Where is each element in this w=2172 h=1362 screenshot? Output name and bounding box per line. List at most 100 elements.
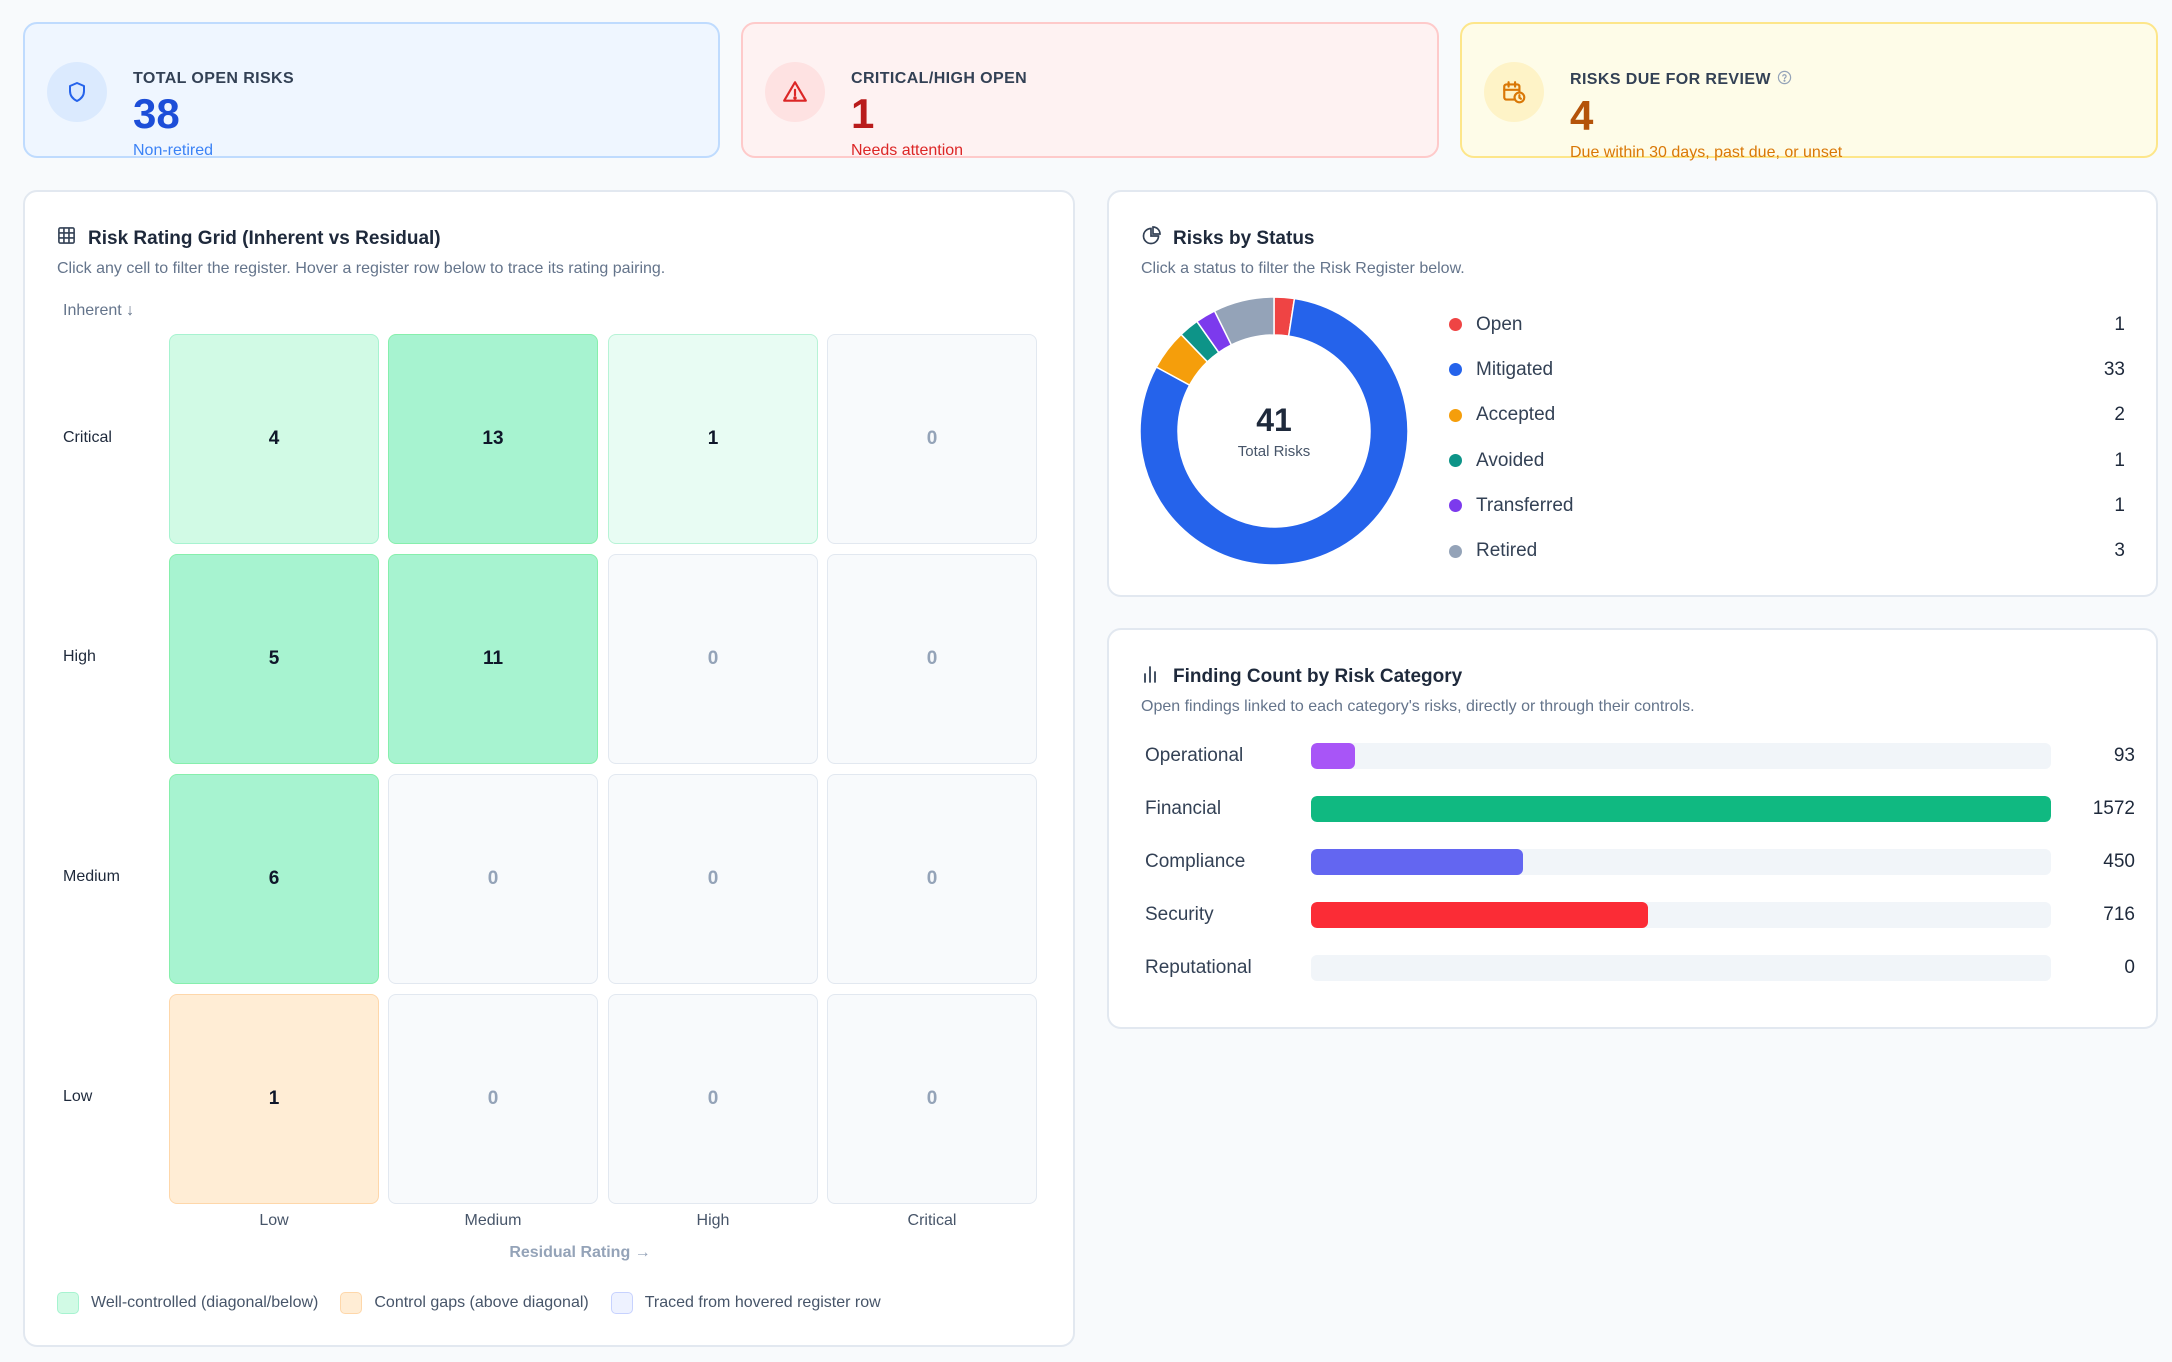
- grid-cell[interactable]: 0: [827, 334, 1037, 544]
- donut-center: 41 Total Risks: [1139, 296, 1409, 566]
- donut-slice-retired[interactable]: [1213, 296, 1275, 346]
- bar-track: [1311, 849, 2051, 875]
- bar-track: [1311, 955, 2051, 981]
- risks-by-status-panel: Risks by Status Click a status to filter…: [1107, 190, 2158, 597]
- status-count: 2: [2114, 404, 2125, 426]
- category-count: 0: [2124, 957, 2135, 978]
- category-count: 450: [2103, 851, 2135, 872]
- grid-cell[interactable]: 4: [169, 334, 379, 544]
- status-description: Click a status to filter the Risk Regist…: [1141, 260, 1465, 277]
- kpi-subtext: Needs attention: [851, 142, 964, 159]
- bar-fill: [1311, 849, 1523, 875]
- donut-slice-mitigated[interactable]: [1139, 297, 1409, 566]
- category-count: 716: [2103, 904, 2135, 925]
- col-label-high: High: [696, 1212, 730, 1229]
- kpi-risks-due-for-review[interactable]: RISKS DUE FOR REVIEW 4 Due within 30 day…: [1460, 22, 2158, 161]
- donut-svg: [1139, 296, 1409, 566]
- status-row-transferred[interactable]: Transferred 1: [1449, 483, 2125, 528]
- finding-count-panel: Finding Count by Risk Category Open find…: [1107, 628, 2158, 1029]
- bar-chart-icon: [1141, 664, 1161, 690]
- status-count: 3: [2114, 540, 2125, 562]
- col-label-low: Low: [259, 1212, 289, 1229]
- category-label: Security: [1145, 904, 1214, 925]
- row-label-high: High: [63, 648, 96, 665]
- grid-cell[interactable]: 0: [388, 774, 598, 984]
- bar-fill: [1311, 743, 1355, 769]
- grid-cell[interactable]: 6: [169, 774, 379, 984]
- kpi-critical-high-open[interactable]: CRITICAL/HIGH OPEN 1 Needs attention: [741, 22, 1439, 159]
- kpi-subtext: Due within 30 days, past due, or unset: [1570, 144, 1843, 161]
- finding-row-compliance[interactable]: Compliance 450: [1145, 847, 2135, 877]
- risk-rating-grid-panel: Risk Rating Grid (Inherent vs Residual) …: [23, 190, 1075, 1347]
- grid-cell[interactable]: 0: [608, 994, 818, 1204]
- grid-cell[interactable]: 13: [388, 334, 598, 544]
- grid-cell[interactable]: 0: [388, 994, 598, 1204]
- inherent-axis-title: Inherent ↓: [63, 302, 135, 319]
- legend-label: Well-controlled (diagonal/below): [91, 1294, 319, 1311]
- grid-cell[interactable]: 0: [608, 774, 818, 984]
- kpi-total-open-risks[interactable]: TOTAL OPEN RISKS 38 Non-retired: [23, 22, 720, 159]
- table-grid-icon: [57, 226, 76, 251]
- legend-label: Traced from hovered register row: [644, 1294, 881, 1311]
- grid-cell[interactable]: 11: [388, 554, 598, 764]
- status-row-open[interactable]: Open 1: [1449, 302, 2125, 347]
- grid-cell[interactable]: 0: [608, 554, 818, 764]
- panel-title: Risks by Status: [1141, 226, 1315, 252]
- row-label-critical: Critical: [63, 429, 112, 446]
- status-label: Avoided: [1476, 449, 1545, 471]
- legend-swatch: [610, 1292, 633, 1314]
- status-dot: [1449, 454, 1462, 468]
- status-label: Mitigated: [1476, 358, 1554, 380]
- row-label-low: Low: [63, 1088, 93, 1105]
- bar-track: [1311, 796, 2051, 822]
- bar-fill: [1311, 902, 1649, 928]
- grid-cell[interactable]: 0: [827, 994, 1037, 1204]
- status-title: Risks by Status: [1173, 228, 1315, 249]
- kpi-value: 38: [133, 90, 180, 137]
- status-label: Accepted: [1476, 404, 1556, 426]
- residual-axis-title: Residual Rating →: [509, 1244, 651, 1261]
- status-label: Transferred: [1476, 494, 1574, 516]
- status-dot: [1449, 408, 1462, 422]
- finding-row-reputational[interactable]: Reputational 0: [1145, 953, 2135, 983]
- status-dot: [1449, 363, 1462, 377]
- kpi-value: 1: [851, 90, 875, 137]
- category-label: Reputational: [1145, 957, 1252, 978]
- col-label-medium: Medium: [464, 1212, 522, 1229]
- grid-description: Click any cell to filter the register. H…: [57, 260, 666, 277]
- kpi-value: 4: [1570, 92, 1594, 139]
- legend-item: Traced from hovered register row: [610, 1292, 881, 1314]
- status-row-avoided[interactable]: Avoided 1: [1449, 438, 2125, 483]
- status-row-retired[interactable]: Retired 3: [1449, 528, 2125, 573]
- grid-cell[interactable]: 0: [827, 554, 1037, 764]
- status-legend-list: Open 1 Mitigated 33 Accepted 2 Avoided 1 Transfe…: [1449, 302, 2125, 574]
- kpi-label-row: RISKS DUE FOR REVIEW: [1570, 70, 1842, 90]
- row-label-medium: Medium: [63, 868, 120, 885]
- donut-total: 41: [1256, 402, 1292, 438]
- grid-cell[interactable]: 0: [827, 774, 1037, 984]
- finding-row-financial[interactable]: Financial 1572: [1145, 794, 2135, 824]
- category-label: Compliance: [1145, 851, 1246, 872]
- panel-title: Finding Count by Risk Category: [1141, 664, 1462, 690]
- category-label: Operational: [1145, 745, 1244, 766]
- grid-cell[interactable]: 1: [169, 994, 379, 1204]
- legend-item: Control gaps (above diagonal): [340, 1292, 589, 1314]
- status-count: 1: [2114, 494, 2125, 516]
- status-donut-chart: 41 Total Risks: [1139, 296, 1409, 566]
- finding-row-operational[interactable]: Operational 93: [1145, 741, 2135, 771]
- finding-row-security[interactable]: Security 716: [1145, 900, 2135, 930]
- status-row-mitigated[interactable]: Mitigated 33: [1449, 347, 2125, 392]
- status-label: Open: [1476, 313, 1523, 335]
- finding-title: Finding Count by Risk Category: [1173, 666, 1463, 687]
- panel-title: Risk Rating Grid (Inherent vs Residual): [57, 226, 441, 251]
- bar-fill: [1311, 796, 2051, 822]
- status-count: 1: [2114, 313, 2125, 335]
- col-label-critical: Critical: [907, 1212, 957, 1229]
- grid-cell[interactable]: 1: [608, 334, 818, 544]
- legend-swatch: [57, 1292, 79, 1314]
- grid-cell[interactable]: 5: [169, 554, 379, 764]
- help-circle-icon[interactable]: [1777, 70, 1792, 90]
- alert-triangle-icon: [765, 62, 825, 122]
- status-row-accepted[interactable]: Accepted 2: [1449, 393, 2125, 438]
- kpi-subtext: Non-retired: [133, 142, 214, 159]
